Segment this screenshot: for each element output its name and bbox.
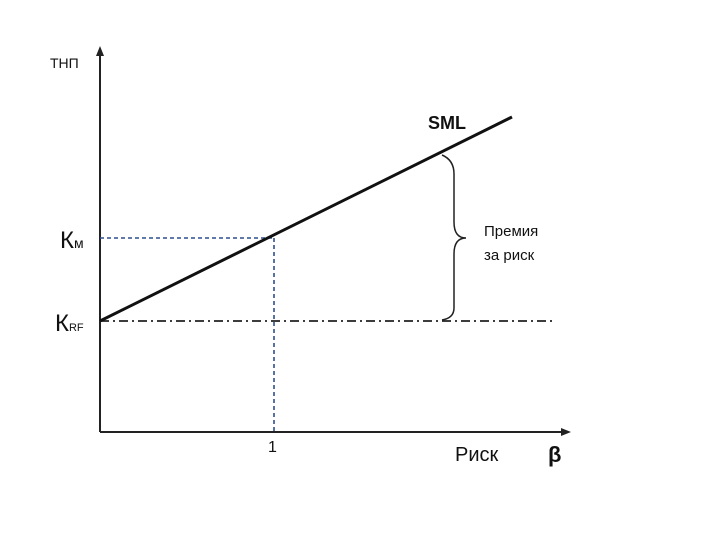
risk-premium-brace bbox=[441, 154, 467, 321]
beta-symbol: β bbox=[548, 442, 561, 467]
krf-label-sub: RF bbox=[69, 322, 84, 334]
y-axis-arrow bbox=[96, 46, 104, 56]
x-axis-label: Риск bbox=[455, 444, 499, 466]
x-tick-label-one: 1 bbox=[268, 439, 277, 456]
km-label: Км bbox=[60, 227, 84, 254]
krf-label: КRF bbox=[55, 310, 84, 337]
premium-label-line2: за риск bbox=[484, 247, 535, 264]
sml-line-label: SML bbox=[428, 113, 466, 133]
x-axis-arrow bbox=[561, 428, 571, 436]
premium-label-line1: Премия bbox=[484, 223, 538, 240]
sml-line bbox=[99, 115, 513, 323]
y-axis-label: ТНП bbox=[50, 55, 79, 71]
km-label-sub: м bbox=[74, 235, 84, 251]
km-label-main: К bbox=[60, 227, 74, 254]
krf-label-main: К bbox=[55, 310, 69, 337]
